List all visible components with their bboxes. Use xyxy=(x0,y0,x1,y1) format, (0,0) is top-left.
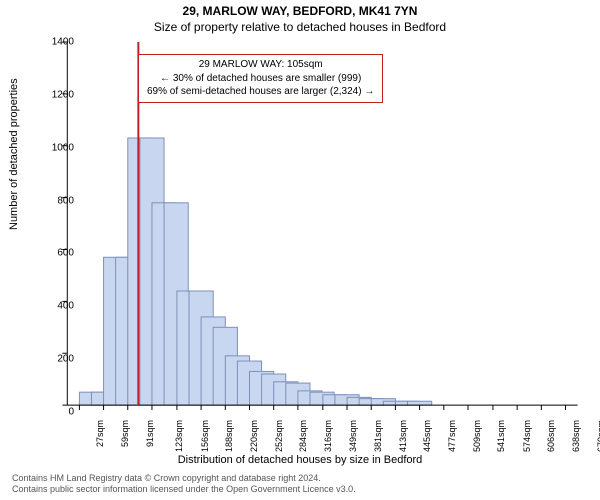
y-tick-label: 400 xyxy=(44,301,74,312)
attribution-line2: Contains public sector information licen… xyxy=(12,484,356,496)
x-tick-label: 316sqm xyxy=(323,420,333,452)
y-tick-label: 1200 xyxy=(44,89,74,100)
y-tick-label: 800 xyxy=(44,195,74,206)
y-tick-label: 1400 xyxy=(44,37,74,48)
x-tick-label: 477sqm xyxy=(447,420,457,452)
attribution: Contains HM Land Registry data © Crown c… xyxy=(12,473,356,496)
x-tick-label: 413sqm xyxy=(398,420,408,452)
x-tick-label: 284sqm xyxy=(298,420,308,452)
x-axis-label: Distribution of detached houses by size … xyxy=(0,454,600,466)
x-tick-label: 381sqm xyxy=(373,420,383,452)
y-axis-label: Number of detached properties xyxy=(8,78,20,230)
y-tick-label: 1000 xyxy=(44,142,74,153)
annotation-line3: 69% of semi-detached houses are larger (… xyxy=(147,85,374,99)
x-tick-label: 638sqm xyxy=(571,420,581,452)
x-tick-label: 156sqm xyxy=(200,420,210,452)
histogram-bar xyxy=(408,401,432,405)
x-tick-label: 670sqm xyxy=(596,420,600,452)
annotation-line2: ← 30% of detached houses are smaller (99… xyxy=(147,72,374,86)
x-tick-label: 220sqm xyxy=(249,420,259,452)
title-address: 29, MARLOW WAY, BEDFORD, MK41 7YN xyxy=(0,4,600,18)
x-tick-label: 574sqm xyxy=(522,420,532,452)
x-tick-label: 445sqm xyxy=(422,420,432,452)
y-tick-label: 200 xyxy=(44,354,74,365)
annotation-line1: 29 MARLOW WAY: 105sqm xyxy=(147,58,374,72)
attribution-line1: Contains HM Land Registry data © Crown c… xyxy=(12,473,356,485)
x-tick-label: 252sqm xyxy=(274,420,284,452)
y-tick-label: 0 xyxy=(44,407,74,418)
title-subtitle: Size of property relative to detached ho… xyxy=(0,20,600,34)
x-tick-label: 188sqm xyxy=(224,420,234,452)
x-tick-label: 509sqm xyxy=(472,420,482,452)
chart-area: 29 MARLOW WAY: 105sqm ← 30% of detached … xyxy=(60,42,580,412)
chart-container: 29, MARLOW WAY, BEDFORD, MK41 7YN Size o… xyxy=(0,0,600,500)
x-tick-label: 91sqm xyxy=(145,420,155,447)
x-tick-label: 59sqm xyxy=(120,420,130,447)
annotation-box: 29 MARLOW WAY: 105sqm ← 30% of detached … xyxy=(138,54,383,103)
x-tick-label: 606sqm xyxy=(546,420,556,452)
y-tick-label: 600 xyxy=(44,248,74,259)
title-area: 29, MARLOW WAY, BEDFORD, MK41 7YN Size o… xyxy=(0,0,600,34)
x-tick-label: 541sqm xyxy=(496,420,506,452)
x-tick-label: 349sqm xyxy=(348,420,358,452)
x-tick-label: 27sqm xyxy=(95,420,105,447)
x-tick-label: 123sqm xyxy=(174,420,184,452)
